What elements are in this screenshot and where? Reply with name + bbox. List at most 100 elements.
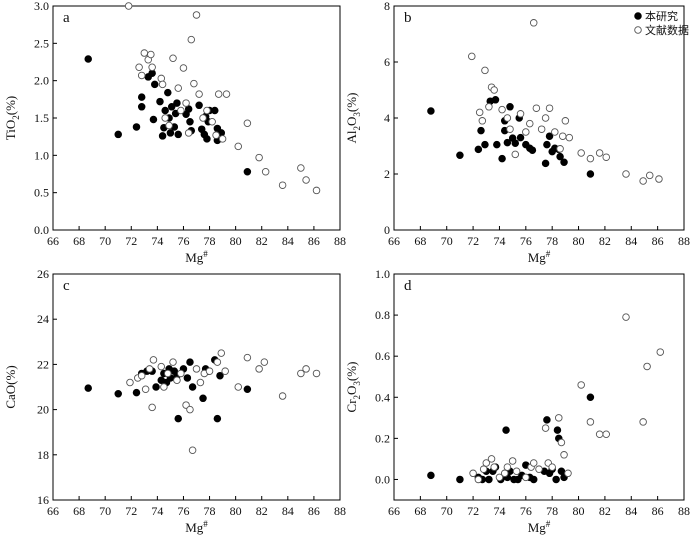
data-point (192, 365, 201, 373)
data-point (260, 358, 269, 366)
data-point (148, 403, 156, 412)
data-point (482, 459, 491, 467)
y-tick-label: 0.5 (34, 186, 49, 200)
data-point (529, 459, 538, 467)
data-point (479, 465, 488, 473)
x-axis-title: Mg# (185, 519, 208, 535)
data-point (557, 467, 566, 475)
x-tick-label: 78 (204, 504, 216, 518)
panel-letter: c (63, 278, 70, 294)
data-point (141, 385, 150, 394)
y-tick-label: 6 (384, 55, 390, 69)
y-tick-label: 0.4 (375, 390, 390, 404)
y-tick-label: 4 (384, 111, 390, 125)
data-point (622, 313, 630, 321)
x-tick-label: 88 (678, 504, 690, 518)
data-point (183, 374, 192, 382)
x-tick-label: 66 (388, 234, 400, 248)
data-point (602, 430, 610, 439)
y-tick-label: 1.5 (34, 111, 49, 125)
data-point (137, 93, 146, 101)
data-point (556, 145, 564, 153)
data-point (503, 138, 512, 147)
data-point (147, 50, 155, 59)
x-tick-label: 72 (125, 504, 137, 518)
y-tick-label: 0 (384, 223, 390, 237)
x-tick-label: 68 (73, 504, 85, 518)
x-tick-label: 80 (573, 504, 585, 518)
data-point (556, 152, 564, 161)
x-tick-label: 82 (256, 234, 268, 248)
data-point (498, 105, 506, 114)
x-tick-label: 84 (282, 234, 294, 248)
x-tick-label: 80 (230, 234, 242, 248)
y-tick-label: 0.0 (375, 472, 390, 486)
data-point (149, 356, 158, 364)
x-tick-label: 78 (204, 234, 216, 248)
x-tick-label: 76 (177, 504, 189, 518)
panel-letter: d (404, 278, 412, 294)
data-point (190, 79, 198, 88)
data-point (498, 154, 506, 163)
data-point (195, 101, 203, 110)
data-point (477, 126, 485, 135)
data-point (485, 475, 493, 484)
x-tick-label: 88 (334, 234, 346, 248)
y-tick-label: 18 (37, 448, 49, 462)
data-point (243, 353, 252, 362)
data-point (553, 426, 562, 434)
data-point (161, 114, 169, 122)
data-point (656, 348, 665, 356)
data-point (468, 52, 476, 61)
data-point (557, 438, 566, 447)
data-point (156, 97, 164, 106)
data-point (169, 54, 177, 63)
data-point (512, 467, 521, 475)
y-tick-label: 0.6 (375, 349, 390, 363)
data-point (213, 414, 222, 423)
series-literature (468, 19, 663, 185)
x-tick-label: 84 (625, 234, 637, 248)
data-point (243, 119, 252, 127)
data-point (551, 128, 559, 136)
data-point (278, 392, 287, 400)
x-tick-label: 78 (546, 504, 558, 518)
data-point (511, 139, 520, 147)
series-this-study (427, 393, 595, 484)
legend-marker-this-study (634, 12, 642, 20)
data-point (222, 90, 231, 98)
data-point (174, 130, 182, 139)
data-point (529, 475, 538, 484)
data-point (135, 63, 143, 71)
x-axis-title: Mg# (528, 519, 551, 535)
data-point (203, 135, 211, 143)
data-point (528, 146, 537, 154)
data-point (586, 170, 595, 178)
data-point (302, 176, 310, 184)
data-point (216, 371, 224, 380)
data-point (243, 168, 252, 176)
panel-c: 66 68 70 72 74 76 78 80 82 84 86 88 16 18 20 22 24 26 c Mg#… (3, 267, 346, 535)
panel-d: 66 68 70 72 74 76 78 80 82 84 86 88 0.0 0.2 0.4 0.6 0.8 1… (344, 267, 690, 535)
data-point (516, 110, 525, 118)
x-tick-label: 74 (151, 234, 163, 248)
x-tick-label: 72 (467, 234, 479, 248)
y-axis-title: TiO2(%) (3, 96, 21, 140)
x-tick-label: 76 (520, 504, 532, 518)
data-point (639, 177, 647, 185)
x-tick-label: 86 (652, 234, 664, 248)
series-literature (126, 349, 321, 455)
data-point (188, 446, 197, 455)
data-point (255, 153, 263, 162)
y-tick-label: 0.0 (34, 223, 49, 237)
data-point (261, 168, 270, 176)
data-point (186, 405, 194, 414)
y-tick-label: 24 (37, 312, 49, 326)
data-point (164, 88, 172, 97)
data-point (151, 80, 159, 89)
data-point (152, 383, 160, 391)
data-point (166, 129, 175, 137)
data-point (552, 475, 560, 484)
data-point (529, 19, 538, 27)
data-point (508, 457, 517, 465)
